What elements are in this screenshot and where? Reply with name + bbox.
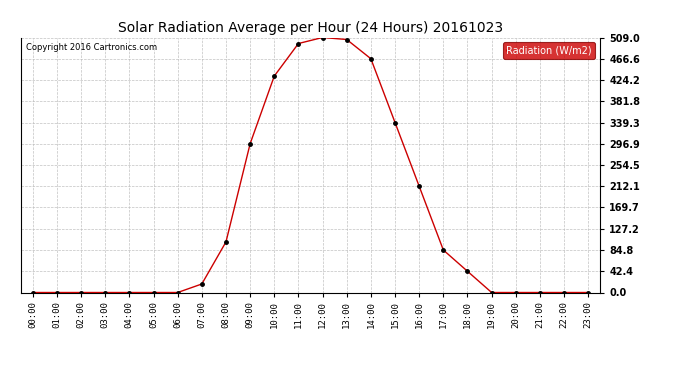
Text: Copyright 2016 Cartronics.com: Copyright 2016 Cartronics.com [26, 43, 157, 52]
Title: Solar Radiation Average per Hour (24 Hours) 20161023: Solar Radiation Average per Hour (24 Hou… [118, 21, 503, 35]
Legend: Radiation (W/m2): Radiation (W/m2) [503, 42, 595, 59]
